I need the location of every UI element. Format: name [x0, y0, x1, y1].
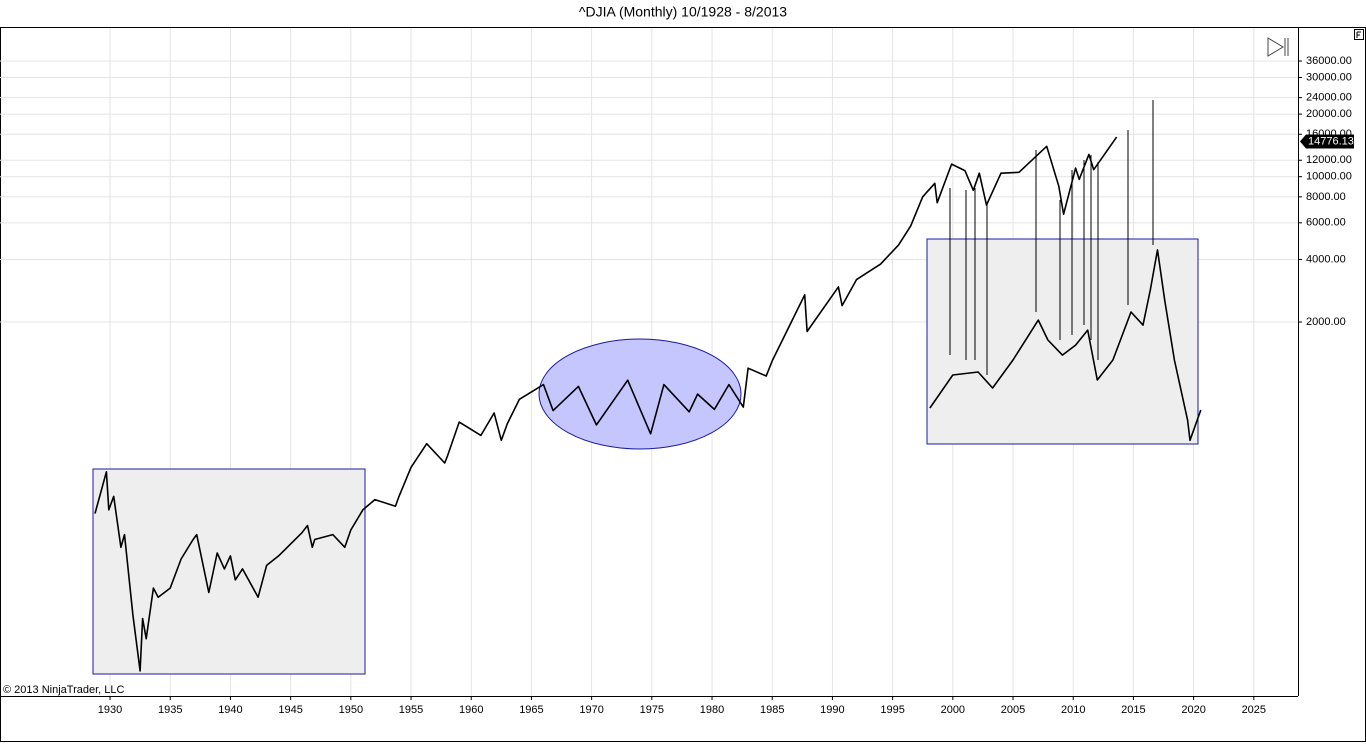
f-button[interactable] [1354, 29, 1364, 40]
y-tick-label: 6000.00 [1306, 217, 1346, 229]
y-tick-label: 20000.00 [1306, 108, 1352, 120]
ellipse-annotation [538, 338, 742, 450]
y-tick-label: 10000.00 [1306, 171, 1352, 183]
copyright: © 2013 NinjaTrader, LLC [3, 684, 124, 696]
last-value-label: 14776.13 [1308, 135, 1354, 147]
last-value-marker [1300, 134, 1354, 149]
x-tick-label: 1945 [278, 704, 302, 716]
chart-title: ^DJIA (Monthly) 10/1928 - 8/2013 [579, 4, 787, 20]
x-tick-label: 1965 [519, 704, 543, 716]
x-tick-label: 1970 [579, 704, 603, 716]
inset-box [92, 468, 366, 675]
y-tick-label: 30000.00 [1306, 71, 1352, 83]
x-tick-label: 1985 [760, 704, 784, 716]
x-tick-label: 1950 [339, 704, 363, 716]
x-tick-label: 1955 [399, 704, 423, 716]
x-tick-label: 1980 [700, 704, 724, 716]
x-tick-label: 2005 [1001, 704, 1025, 716]
y-tick-label: 4000.00 [1306, 253, 1346, 265]
overlay-line [929, 249, 1202, 442]
connector-lines [949, 100, 1154, 375]
y-tick-label: 24000.00 [1306, 92, 1352, 104]
x-tick-label: 1995 [880, 704, 904, 716]
x-tick-label: 1935 [158, 704, 182, 716]
y-tick-label: 2000.00 [1306, 316, 1346, 328]
x-tick-label: 1975 [640, 704, 664, 716]
inset-box [926, 238, 1199, 445]
x-tick-label: 1960 [459, 704, 483, 716]
x-tick-label: 2015 [1121, 704, 1145, 716]
y-tick-label: 12000.00 [1306, 154, 1352, 166]
x-tick-label: 2000 [941, 704, 965, 716]
price-line [94, 136, 1118, 672]
y-tick-label: 8000.00 [1306, 191, 1346, 203]
x-tick-label: 2020 [1181, 704, 1205, 716]
y-tick-label: 36000.00 [1306, 55, 1352, 67]
x-tick-label: 1990 [820, 704, 844, 716]
x-tick-label: 1940 [218, 704, 242, 716]
x-tick-label: 2025 [1242, 704, 1266, 716]
x-tick-label: 2010 [1061, 704, 1085, 716]
play-icon[interactable] [1267, 37, 1289, 57]
x-tick-label: 1930 [98, 704, 122, 716]
